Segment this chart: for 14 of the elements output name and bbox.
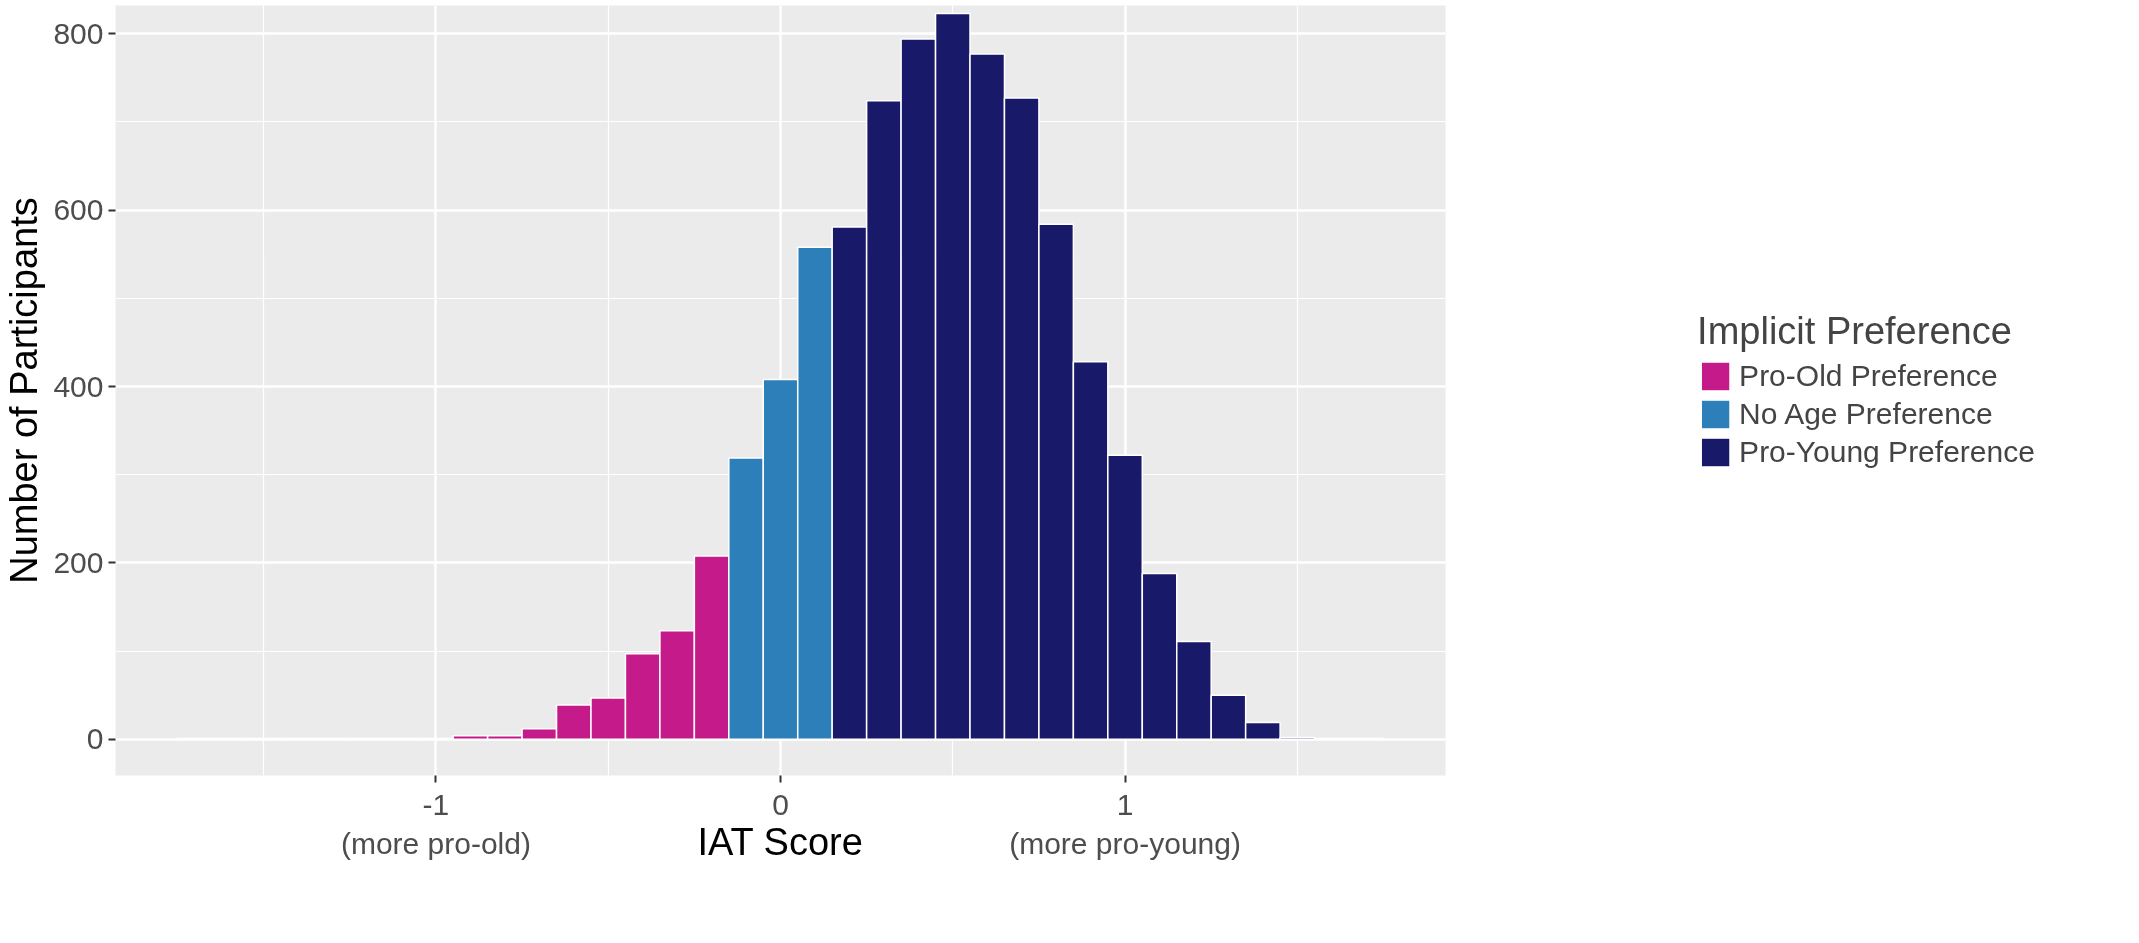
y-tick-label: 800 <box>53 16 104 50</box>
x-tick-label: -1 (more pro-old) <box>340 787 531 861</box>
x-tick-label: 0 <box>772 787 789 821</box>
legend-label: Pro-Young Preference <box>1739 435 2035 469</box>
legend-title: Implicit Preference <box>1697 310 2013 353</box>
y-tick-label: 600 <box>53 193 104 227</box>
x-axis-title: IAT Score <box>697 821 863 864</box>
y-tick-label: 200 <box>53 545 104 579</box>
y-tick-label: 0 <box>86 722 104 756</box>
y-axis-title: Number of Participants <box>3 197 46 584</box>
legend-label: No Age Preference <box>1739 397 1993 431</box>
x-tick-label: 1 (more pro-young) <box>1009 787 1241 861</box>
y-tick-label: 400 <box>53 369 104 403</box>
legend-label: Pro-Old Preference <box>1739 359 1998 393</box>
